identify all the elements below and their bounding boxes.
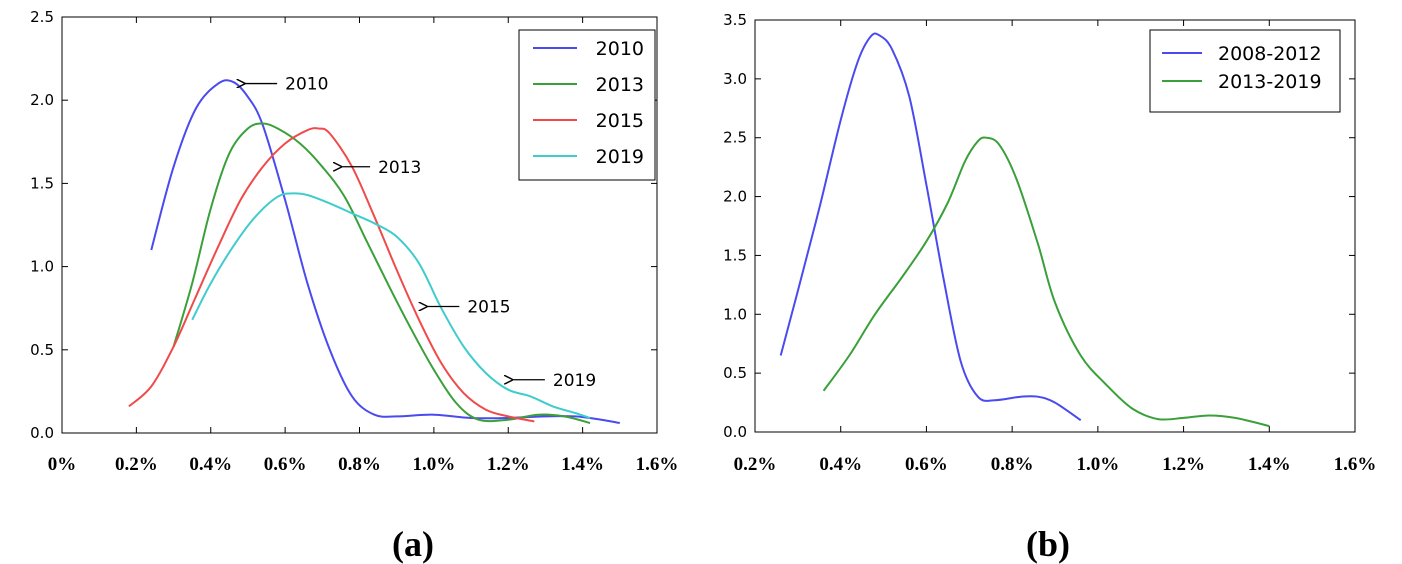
y-tick-label: 2.5 — [723, 129, 747, 147]
series-line-2008-2012 — [779, 32, 1082, 422]
y-tick-label: 2.0 — [30, 91, 54, 109]
y-tick-label: 2.0 — [723, 188, 747, 206]
x-tick-label: 1.2% — [1162, 454, 1205, 475]
legend-b: 2008-2012 2013-2019 — [1149, 29, 1341, 113]
series-lines-a — [128, 79, 620, 424]
legend-label-2013-2019: 2013-2019 — [1218, 71, 1322, 93]
series-line-2010 — [150, 79, 620, 424]
annotations-a: 2010 2013 2015 2019 — [245, 75, 596, 391]
y-tick-label: 0.0 — [723, 423, 747, 441]
x-axis-ticks-a: 0% 0.2% 0.4% 0.6% 0.8% 1.0% 1.2% 1.4% 1.6% — [48, 17, 679, 475]
x-tick-label: 0% — [48, 454, 77, 475]
x-tick-label: 1.0% — [1076, 454, 1119, 475]
y-tick-label: 0.0 — [30, 424, 54, 442]
y-tick-label: 2.5 — [30, 8, 54, 26]
chart-panel-a: 0.0 0.5 1.0 1.5 2.0 2.5 0% 0.2% 0.4% 0.6% 0.8% 1.0… — [30, 8, 678, 564]
panel-label-a: (a) — [392, 524, 434, 564]
x-tick-label: 0.2% — [734, 454, 777, 475]
x-tick-label: 0.4% — [819, 454, 862, 475]
y-tick-label: 3.5 — [723, 11, 747, 29]
legend-label-2008-2012: 2008-2012 — [1218, 43, 1322, 65]
x-tick-label: 1.4% — [1248, 454, 1291, 475]
legend-box-b — [1149, 29, 1341, 113]
annotation-label: 2019 — [553, 371, 596, 391]
y-axis-ticks-a: 0.0 0.5 1.0 1.5 2.0 2.5 — [30, 8, 657, 442]
panel-label-b: (b) — [1026, 524, 1070, 564]
legend-label-2010: 2010 — [596, 38, 644, 60]
series-line-2013-2019 — [822, 136, 1270, 428]
x-tick-label: 0.6% — [905, 454, 948, 475]
y-tick-label: 0.5 — [723, 364, 747, 382]
legend-label-2015: 2015 — [596, 110, 644, 132]
x-tick-label: 0.2% — [115, 454, 158, 475]
x-tick-label: 1.6% — [636, 454, 679, 475]
annotation-label: 2010 — [285, 75, 328, 95]
x-tick-label: 0.8% — [338, 454, 381, 475]
x-tick-label: 0.8% — [991, 454, 1034, 475]
y-tick-label: 1.5 — [30, 174, 54, 192]
legend-label-2019: 2019 — [596, 146, 644, 168]
x-tick-label: 0.6% — [264, 454, 307, 475]
annotation-label: 2013 — [378, 158, 421, 178]
annotation-label: 2015 — [467, 298, 510, 318]
series-line-2013 — [172, 122, 591, 424]
y-tick-label: 1.0 — [30, 258, 54, 276]
y-tick-label: 1.5 — [723, 246, 747, 264]
x-tick-label: 1.2% — [487, 454, 530, 475]
x-axis-ticks-b: 0.2% 0.4% 0.6% 0.8% 1.0% 1.2% 1.4% 1.6% — [734, 20, 1377, 475]
x-tick-label: 1.6% — [1334, 454, 1377, 475]
x-tick-label: 0.4% — [189, 454, 232, 475]
legend-a: 2010 2013 2015 2019 — [518, 29, 656, 181]
x-tick-label: 1.0% — [413, 454, 456, 475]
y-axis-ticks-b: 0.0 0.5 1.0 1.5 2.0 2.5 3.0 3.5 — [723, 11, 1355, 441]
series-lines-b — [779, 32, 1270, 428]
x-tick-label: 1.4% — [561, 454, 604, 475]
chart-panel-b: 0.0 0.5 1.0 1.5 2.0 2.5 3.0 3.5 0.2% 0.4% 0.6% 0.8… — [723, 11, 1376, 564]
y-tick-label: 3.0 — [723, 70, 747, 88]
legend-label-2013: 2013 — [596, 74, 644, 96]
y-tick-label: 1.0 — [723, 305, 747, 323]
series-line-2019 — [191, 192, 591, 419]
y-tick-label: 0.5 — [30, 341, 54, 359]
series-line-2015 — [128, 127, 535, 423]
